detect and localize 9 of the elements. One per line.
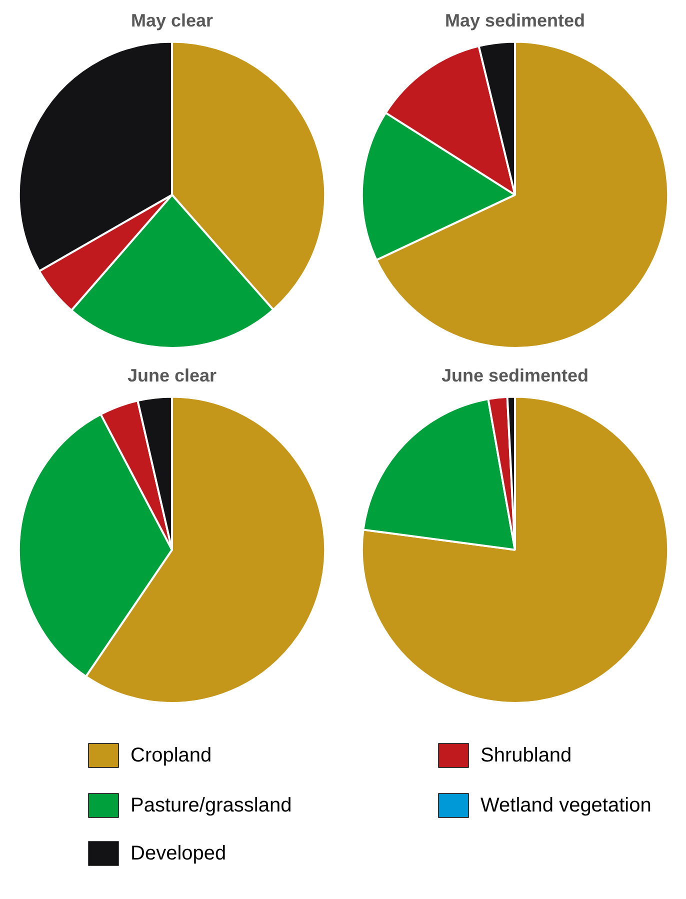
chart-title: June clear <box>127 365 217 386</box>
legend-label: Wetland vegetation <box>480 794 652 816</box>
legend-label: Pasture/grassland <box>130 794 292 816</box>
legend-label: Shrubland <box>480 744 572 766</box>
legend-label: Cropland <box>130 744 212 766</box>
chart-title: May clear <box>130 10 214 30</box>
legend-label: Developed <box>130 842 226 864</box>
chart-title: June sedimented <box>441 365 589 386</box>
chart-title: May sedimented <box>444 10 586 30</box>
